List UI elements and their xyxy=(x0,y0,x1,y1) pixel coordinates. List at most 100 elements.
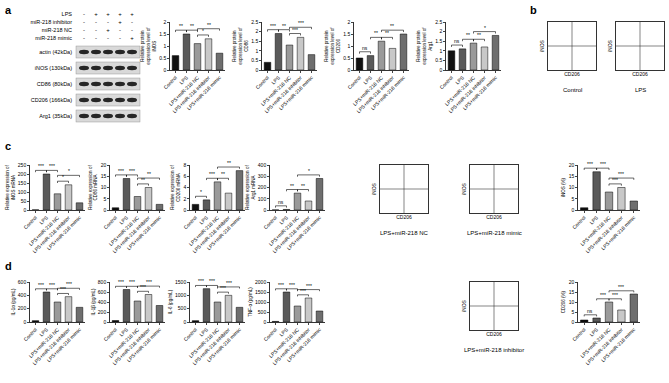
svg-text:LPS: LPS xyxy=(454,74,465,85)
svg-text:**: ** xyxy=(477,32,481,38)
svg-text:***: *** xyxy=(49,163,55,169)
svg-text:c: c xyxy=(5,140,11,152)
svg-text:LPS+miR-218 inhibitor: LPS+miR-218 inhibitor xyxy=(31,214,71,254)
svg-text:CD206: CD206 xyxy=(486,331,502,337)
svg-text:Control: Control xyxy=(254,75,270,91)
svg-text:LPS+miR-218 inhibitor: LPS+miR-218 inhibitor xyxy=(447,74,487,114)
svg-text:*: * xyxy=(202,28,204,34)
svg-text:iNOS (130kDa): iNOS (130kDa) xyxy=(35,65,72,71)
svg-text:-: - xyxy=(131,19,133,25)
svg-text:-: - xyxy=(83,19,85,25)
svg-text:**: ** xyxy=(207,22,211,28)
svg-text:Relative expression ofCD206 mR: Relative expression ofCD206 mRNA xyxy=(170,165,181,210)
svg-text:**: ** xyxy=(301,183,305,189)
svg-text:ns: ns xyxy=(278,199,284,205)
svg-text:LPS+miR-218 mimic: LPS+miR-218 mimic xyxy=(125,214,162,251)
svg-text:**: ** xyxy=(190,23,194,29)
svg-text:LPS+miR-218 mimic: LPS+miR-218 mimic xyxy=(369,74,406,111)
svg-text:**: ** xyxy=(390,23,394,29)
svg-text:+: + xyxy=(106,27,110,33)
svg-text:LPS+miR-218 NC: LPS+miR-218 NC xyxy=(188,326,221,359)
svg-text:200: 200 xyxy=(18,305,27,311)
svg-text:LPS: LPS xyxy=(118,326,129,337)
svg-text:LPS+miR-218 inhibitor: LPS+miR-218 inhibitor xyxy=(171,74,211,114)
svg-text:0: 0 xyxy=(439,67,442,73)
svg-text:LPS+miR-218 mimic: LPS+miR-218 mimic xyxy=(600,214,637,251)
svg-text:LPS+miR-218 NC: LPS+miR-218 NC xyxy=(28,326,61,359)
svg-text:***: *** xyxy=(618,171,624,177)
svg-text:LPS+miR-218 inhibitor: LPS+miR-218 inhibitor xyxy=(464,347,524,353)
svg-text:CD86 (80kDa): CD86 (80kDa) xyxy=(37,81,72,87)
svg-text:*: * xyxy=(62,174,64,180)
svg-text:10: 10 xyxy=(101,184,107,190)
svg-text:Relative expression ofCD86 mRN: Relative expression ofCD86 mRNA xyxy=(88,165,99,210)
svg-text:***: *** xyxy=(600,292,606,298)
svg-text:**: ** xyxy=(147,171,151,177)
svg-text:***: *** xyxy=(292,27,298,33)
svg-text:500: 500 xyxy=(178,305,187,311)
svg-text:*: * xyxy=(68,168,70,174)
svg-text:LPS+miR-218 inhibitor: LPS+miR-218 inhibitor xyxy=(191,326,231,366)
svg-text:iNOS: iNOS xyxy=(539,39,545,52)
svg-text:1500: 1500 xyxy=(255,289,266,295)
svg-text:5: 5 xyxy=(571,196,574,202)
svg-text:LPS+miR-218 NC: LPS+miR-218 NC xyxy=(168,74,201,107)
svg-text:0.5: 0.5 xyxy=(251,57,258,63)
svg-text:200: 200 xyxy=(258,184,267,190)
svg-text:+: + xyxy=(130,11,134,17)
svg-text:100: 100 xyxy=(18,189,27,195)
svg-text:Control: Control xyxy=(262,327,278,343)
svg-text:1.5: 1.5 xyxy=(251,38,258,44)
svg-text:LPS+miR-218 NC: LPS+miR-218 NC xyxy=(352,74,385,107)
svg-text:iNOS: iNOS xyxy=(461,182,467,195)
svg-text:+: + xyxy=(118,11,122,17)
svg-text:Relative proteinexpression lev: Relative proteinexpression level ofiNOS xyxy=(140,27,157,65)
svg-text:1: 1 xyxy=(255,48,258,54)
svg-text:**: ** xyxy=(141,177,145,183)
svg-text:LPS+miR-218 NC: LPS+miR-218 NC xyxy=(579,326,612,359)
svg-text:Relative expression ofArg1 mRN: Relative expression ofArg1 mRNA xyxy=(245,165,256,210)
svg-text:-: - xyxy=(107,19,109,25)
svg-text:1.5: 1.5 xyxy=(159,31,166,37)
svg-text:20: 20 xyxy=(569,279,575,285)
svg-text:LPS+miR-218 mimic: LPS+miR-218 mimic xyxy=(45,326,82,363)
svg-text:1: 1 xyxy=(347,43,350,49)
svg-text:CD206: CD206 xyxy=(564,71,580,77)
svg-text:***: *** xyxy=(66,281,72,287)
svg-text:***: *** xyxy=(209,171,215,177)
svg-text:-: - xyxy=(95,27,97,33)
svg-text:-: - xyxy=(119,35,121,41)
svg-text:Control: Control xyxy=(571,215,587,231)
svg-text:***: *** xyxy=(49,282,55,288)
svg-text:Control: Control xyxy=(346,75,362,91)
svg-text:LPS+miR-218 inhibitor: LPS+miR-218 inhibitor xyxy=(271,214,311,254)
svg-text:CD206: CD206 xyxy=(632,71,648,77)
svg-text:LPS+miR-218 inhibitor: LPS+miR-218 inhibitor xyxy=(271,326,311,366)
svg-text:Relative proteinexpression lev: Relative proteinexpression level ofCD86 xyxy=(232,27,249,65)
svg-text:4: 4 xyxy=(183,184,186,190)
svg-text:LPS: LPS xyxy=(198,326,209,337)
svg-text:LPS+miR-218 mimic: LPS+miR-218 mimic xyxy=(205,326,242,363)
svg-text:LPS: LPS xyxy=(198,214,209,225)
svg-text:2: 2 xyxy=(255,28,258,34)
svg-text:LPS+miR-218 NC: LPS+miR-218 NC xyxy=(380,230,429,236)
svg-text:d: d xyxy=(5,260,12,272)
svg-text:***: *** xyxy=(129,168,135,174)
svg-text:LPS+miR-218 mimic: LPS+miR-218 mimic xyxy=(277,74,314,111)
svg-text:LPS: LPS xyxy=(278,214,289,225)
svg-text:LPS+miR-218 NC: LPS+miR-218 NC xyxy=(444,74,477,107)
svg-text:6: 6 xyxy=(183,173,186,179)
svg-text:LPS+miR-218 inhibitor: LPS+miR-218 inhibitor xyxy=(263,74,303,114)
svg-text:LPS+miR-218 inhibitor: LPS+miR-218 inhibitor xyxy=(31,326,71,366)
svg-text:Control: Control xyxy=(162,75,178,91)
svg-text:Control: Control xyxy=(182,215,198,231)
svg-text:LPS+miR-218 NC: LPS+miR-218 NC xyxy=(579,214,612,247)
svg-text:+: + xyxy=(130,35,134,41)
svg-text:Control: Control xyxy=(571,327,587,343)
svg-text:+: + xyxy=(106,11,110,17)
svg-text:***: *** xyxy=(198,278,204,284)
svg-text:***: *** xyxy=(612,292,618,298)
svg-text:CD206: CD206 xyxy=(396,214,412,220)
svg-text:*: * xyxy=(308,168,310,174)
svg-text:1.5: 1.5 xyxy=(435,38,442,44)
